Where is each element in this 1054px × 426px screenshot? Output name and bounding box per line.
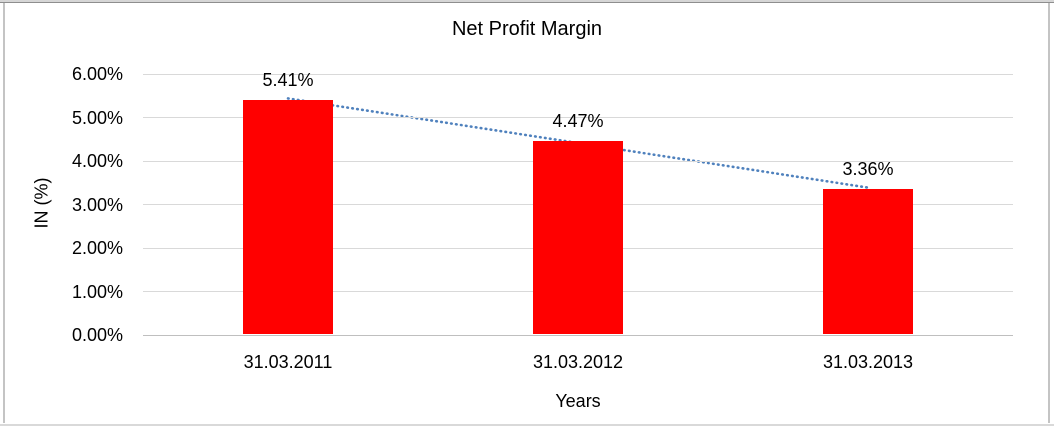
x-axis-tick-label: 31.03.2011	[243, 352, 333, 372]
y-axis-tick-label: 2.00%	[71, 238, 123, 258]
frame-border-top	[0, 0, 1054, 2]
x-axis-title: Years	[555, 391, 601, 411]
frame-border-right	[1048, 3, 1050, 423]
x-axis-line	[143, 334, 1013, 336]
chart-title: Net Profit Margin	[451, 18, 603, 40]
data-label: 4.47%	[552, 110, 604, 131]
frame-border-bottom	[0, 424, 1054, 426]
data-label: 3.36%	[842, 158, 894, 179]
data-label: 5.41%	[262, 69, 314, 90]
bar-31.03.2011	[243, 99, 333, 334]
y-axis-tick-label: 5.00%	[71, 107, 123, 128]
y-axis-tick-label: 6.00%	[71, 64, 123, 84]
bar-31.03.2013	[823, 188, 913, 334]
frame-border-left	[3, 3, 5, 423]
bar-31.03.2012	[533, 140, 623, 334]
frame-border-top-shadow	[0, 2, 1054, 3]
gridline	[143, 117, 1013, 118]
x-axis-tick-label: 31.03.2013	[822, 352, 914, 372]
x-axis-tick-label: 31.03.2012	[532, 352, 624, 372]
y-axis-tick-label: 0.00%	[71, 325, 123, 345]
y-axis-tick-label: 1.00%	[71, 281, 123, 302]
gridline	[143, 73, 1013, 75]
y-axis-tick-label: 3.00%	[71, 194, 123, 215]
y-axis-tick-label: 4.00%	[71, 151, 123, 171]
